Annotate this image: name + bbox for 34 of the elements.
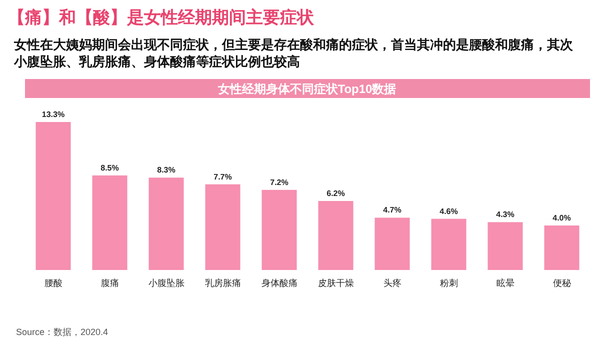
bar	[544, 225, 580, 270]
data-label: 13.3%	[42, 110, 65, 119]
source-note: Source：数据，2020.4	[16, 326, 108, 339]
data-label: 4.6%	[440, 206, 458, 216]
text: 女性经期身体不同症状Top10数据	[216, 82, 396, 96]
x-tick-label: 眩晕	[496, 278, 514, 288]
bar	[374, 218, 410, 270]
chart-subtitle: 女性在大姨妈期间会出现不同症状，但主要是存在酸和痛的症状，首当其冲的是腰酸和腹痛，其次小腹坠胀、乳房胀痛、身体酸痛等症状比例也较高	[14, 36, 574, 70]
x-tick-label: 小腹坠胀	[148, 278, 184, 288]
bar	[318, 201, 354, 270]
x-tick-label: 头疼	[383, 278, 402, 288]
data-label: 6.2%	[326, 189, 345, 198]
bar	[92, 175, 128, 270]
data-label: 4.7%	[383, 206, 402, 215]
data-label: 4.0%	[552, 213, 571, 222]
data-label: 7.2%	[270, 178, 288, 187]
x-tick-label: 便秘	[552, 278, 571, 288]
x-tick-label: 粉刺	[440, 278, 458, 288]
x-tick-label: 皮肤干燥	[318, 278, 354, 288]
x-tick-label: 腰酸	[44, 278, 62, 288]
bar	[431, 218, 466, 270]
bar	[148, 178, 184, 270]
bar	[36, 122, 71, 270]
data-label: 8.5%	[100, 163, 119, 172]
data-label: 8.3%	[157, 166, 176, 175]
bar	[205, 184, 240, 270]
bar	[488, 222, 523, 270]
chart-title: 【痛】和【酸】是女性经期期间主要症状	[8, 7, 314, 29]
x-tick-label: 乳房胀痛	[204, 278, 241, 288]
x-tick-label: 身体酸痛	[261, 278, 298, 288]
x-tick-label: 腹痛	[100, 278, 119, 288]
data-label: 7.7%	[214, 172, 232, 182]
bar	[262, 190, 297, 270]
data-label: 4.3%	[496, 210, 514, 220]
